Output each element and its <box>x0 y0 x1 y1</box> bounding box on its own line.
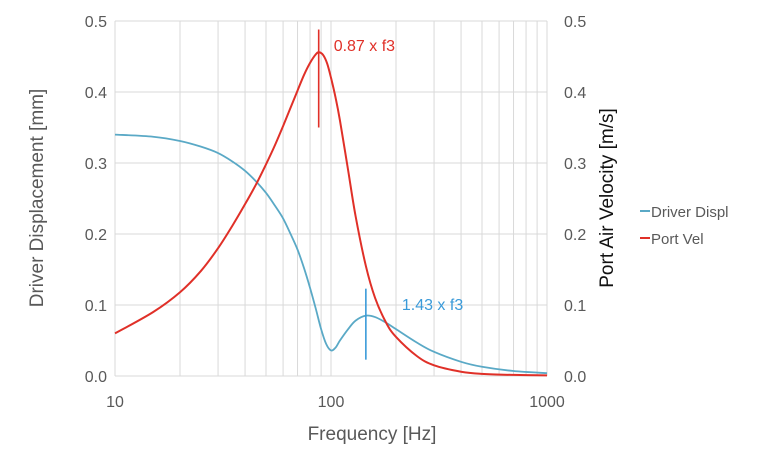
y2-tick-label: 0.3 <box>564 156 586 173</box>
grid <box>114 20 548 377</box>
x-tick-label: 10 <box>106 394 124 411</box>
y2-tick-label: 0.5 <box>564 14 586 31</box>
y-tick-label: 0.3 <box>85 156 107 173</box>
y-tick-label: 0.0 <box>85 369 107 386</box>
annotation-label: 1.43 x f3 <box>402 297 463 314</box>
x-tick-label: 100 <box>318 394 345 411</box>
y2-axis-title: Port Air Velocity [m/s] <box>597 108 618 288</box>
annotations: 0.87 x f3 1.43 x f3 <box>317 29 463 360</box>
y2-tick-label: 0.0 <box>564 369 586 386</box>
legend: Driver Displ Port Vel <box>640 204 729 248</box>
legend-label-port-vel: Port Vel <box>651 231 704 248</box>
tick-labels: 0.0 0.0 0.1 0.1 0.2 0.2 0.3 0.3 0.4 0.4 0.5 0.5 10 10… <box>85 14 587 411</box>
series-line-driver-displ <box>114 133 548 375</box>
y2-tick-label: 0.1 <box>564 298 586 315</box>
x-axis-title: Frequency [Hz] <box>308 424 437 445</box>
y-axis-title: Driver Displacement [mm] <box>27 89 48 308</box>
y-tick-label: 0.2 <box>85 227 107 244</box>
series-group <box>114 51 548 377</box>
series-line-port-vel <box>114 51 548 377</box>
annotation-label: 0.87 x f3 <box>334 38 395 55</box>
y-tick-label: 0.4 <box>85 85 107 102</box>
y2-tick-label: 0.2 <box>564 227 586 244</box>
y-tick-label: 0.5 <box>85 14 107 31</box>
y-tick-label: 0.1 <box>85 298 107 315</box>
legend-label-driver-displ: Driver Displ <box>651 204 729 221</box>
y2-tick-label: 0.4 <box>564 85 586 102</box>
x-tick-label: 1000 <box>529 394 565 411</box>
